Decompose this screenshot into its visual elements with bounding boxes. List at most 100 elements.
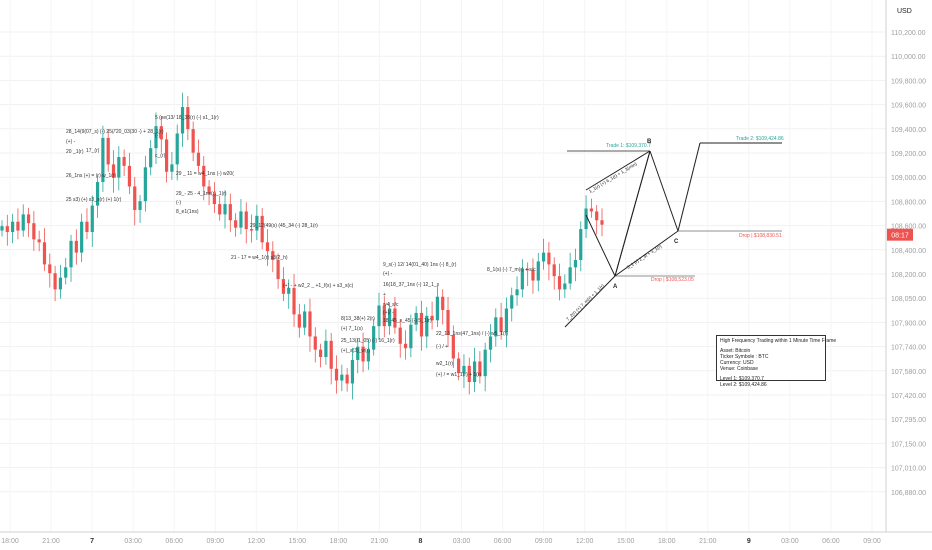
annotation-label: 18_45_s_45 (-) 5_1(r) <box>383 318 432 324</box>
candle <box>265 229 270 266</box>
x-tick-label: 03:00 <box>781 538 799 545</box>
candle <box>64 257 68 285</box>
candle <box>196 139 201 172</box>
candle <box>159 115 163 153</box>
candle-body <box>356 346 360 360</box>
candle <box>0 220 4 237</box>
candle-body <box>531 270 535 281</box>
candle-body <box>281 279 286 294</box>
annotation-label: 20 _1(r) <box>66 149 84 155</box>
candle <box>281 267 286 301</box>
candle <box>74 229 78 265</box>
candle-body <box>202 165 206 187</box>
candle <box>552 257 556 290</box>
x-tick-label: 06:00 <box>494 538 512 545</box>
candle-body <box>133 186 137 210</box>
candle <box>260 208 264 250</box>
point-a-label: A <box>613 284 618 290</box>
candle <box>11 213 15 244</box>
candle <box>244 202 248 244</box>
candle-body <box>111 164 116 178</box>
candle-body <box>324 340 328 358</box>
trade1-label: Trade 1: $109,370.7 <box>606 143 651 149</box>
candle <box>472 347 477 392</box>
candle <box>228 193 232 232</box>
candle-body <box>526 268 530 271</box>
x-axis[interactable]: 18:00 21:00 7 03:00 06:00 09:00 12:00 15:00 18:0… <box>0 531 932 545</box>
candle-body <box>303 311 307 328</box>
y-tick-label: 108,600.00 <box>891 224 926 231</box>
candle <box>478 351 482 384</box>
candle <box>430 301 434 330</box>
candle <box>48 253 52 288</box>
candle-body <box>557 276 562 290</box>
annotation-label: (+) / = w1_1(r) + 1(r) <box>436 372 481 378</box>
candle <box>547 242 551 281</box>
annotation-label: w4_s/c <box>383 302 399 308</box>
y-tick-label: 108,200.00 <box>891 272 926 279</box>
candle <box>499 302 503 340</box>
annotation-label: 26_1ns (+) = (r) w_1(r) <box>66 173 117 179</box>
x-tick-label: 7 <box>90 538 94 545</box>
candle-body <box>228 204 232 221</box>
y-tick-label: 109,400.00 <box>891 127 926 134</box>
annotation-label: (-) / + <box>436 344 448 350</box>
candle <box>520 259 524 298</box>
candle-body <box>218 204 222 215</box>
x-tick-label: 21:00 <box>371 538 389 545</box>
candle-body <box>388 308 392 327</box>
candle <box>218 195 222 221</box>
info-asset: Asset: Bitcoin <box>720 348 751 354</box>
x-tick-label: 06:00 <box>822 538 840 545</box>
candle-body <box>74 240 78 253</box>
y-tick-label: 107,580.00 <box>891 369 926 376</box>
pattern-line <box>649 150 679 232</box>
candle-body <box>265 242 270 252</box>
y-tick-label: 108,800.00 <box>891 199 926 206</box>
candle <box>419 300 424 351</box>
y-tick-label: 107,420.00 <box>891 393 926 400</box>
y-tick-label: 110,200.00 <box>891 30 926 37</box>
candle-body <box>462 365 466 374</box>
x-tick-label: 12:00 <box>248 538 266 545</box>
candle <box>573 248 578 282</box>
candle-body <box>159 126 163 140</box>
candle <box>175 124 179 181</box>
candle-body <box>398 327 402 344</box>
candle <box>382 296 386 338</box>
annotation-label: 22_13_1ns(47_1ns) / (-) w5_1(r) <box>436 331 508 337</box>
candle-body <box>510 295 514 309</box>
candle <box>90 195 94 247</box>
candle <box>366 338 370 370</box>
candle <box>579 221 583 272</box>
y-tick-label: 107,010.00 <box>891 466 926 473</box>
candle-body <box>472 361 477 383</box>
candle-body <box>520 268 524 290</box>
annotations: 28_14(9(07_s) (-) 25(/'20_03(30 -) + 28_… <box>66 115 536 378</box>
candle-body <box>297 314 301 328</box>
candle-body <box>345 374 349 384</box>
x-tick-label: 09:00 <box>535 538 553 545</box>
candle-body <box>488 336 493 350</box>
candle-body <box>552 264 556 277</box>
candle <box>446 297 450 348</box>
y-tick-label: 109,000.00 <box>891 175 926 182</box>
candle <box>16 208 20 240</box>
candle-body <box>584 208 588 230</box>
candle-body <box>483 349 487 377</box>
candle-body <box>414 312 418 325</box>
candle-body <box>595 211 599 221</box>
candle <box>165 132 169 183</box>
candle-body <box>361 346 365 362</box>
candle-body <box>11 221 15 233</box>
candle-body <box>212 193 216 205</box>
x-tick-label: 9 <box>747 538 751 545</box>
candle <box>340 364 344 392</box>
trade2-label: Trade 2: $109,424.86 <box>736 136 784 142</box>
y-axis[interactable]: USD 110,200.00 110,000.00 109,800.00 109,600… <box>885 0 926 532</box>
candle-body <box>223 204 227 215</box>
price-tag-bg <box>887 228 913 241</box>
y-tick-label: 108,050.00 <box>891 296 926 303</box>
candle-body <box>350 359 355 384</box>
